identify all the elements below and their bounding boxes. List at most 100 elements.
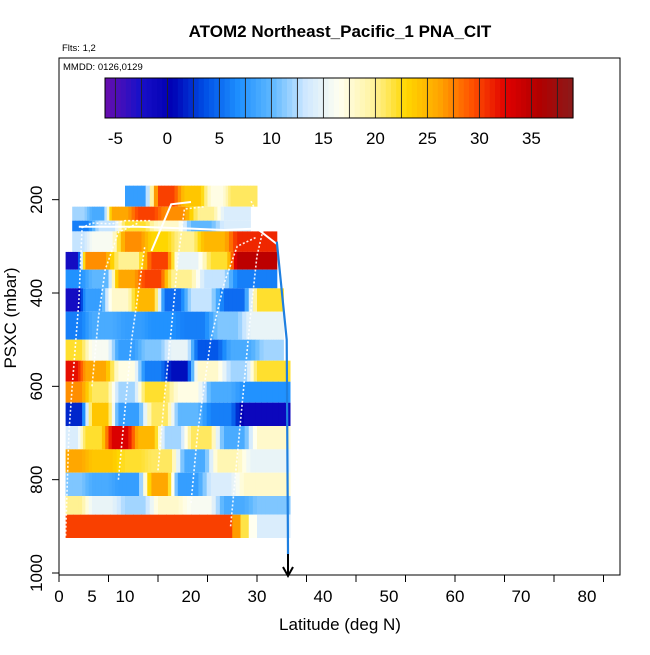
heatmap-cell: [167, 288, 172, 312]
heatmap-cell: [161, 339, 166, 361]
heatmap-cell: [181, 360, 185, 382]
heatmap-cell: [84, 231, 88, 252]
heatmap-cell: [171, 251, 175, 270]
heatmap-cell: [226, 339, 232, 361]
colorbar-swatch: [567, 78, 574, 118]
colorbar-swatch: [479, 78, 486, 118]
heatmap-cell: [73, 251, 76, 270]
colorbar-swatch: [198, 78, 205, 118]
heatmap-cell: [207, 288, 213, 312]
heatmap-cell: [174, 231, 179, 252]
heatmap-cell: [215, 496, 221, 515]
heatmap-cell: [210, 251, 215, 270]
heatmap-cell: [200, 449, 206, 473]
heatmap-cell: [194, 472, 199, 496]
colorbar-swatch: [370, 78, 376, 118]
heatmap-cell: [204, 206, 208, 221]
heatmap-cell: [72, 231, 76, 252]
heatmap-cell: [158, 206, 162, 221]
heatmap-cell: [207, 426, 213, 450]
heatmap-cell: [82, 402, 86, 426]
heatmap-cell: [178, 496, 184, 515]
heatmap-cell: [92, 496, 97, 515]
heatmap-cell: [82, 472, 86, 496]
y-tick-label: 200: [27, 185, 46, 213]
heatmap-cell: [265, 360, 270, 382]
heatmap-cell: [164, 426, 169, 450]
heatmap-cell: [78, 496, 83, 515]
heatmap-cell: [114, 251, 119, 270]
heatmap-cell: [73, 288, 76, 312]
heatmap-cell: [237, 185, 241, 207]
heatmap-cell: [209, 449, 214, 473]
heatmap-cell: [248, 496, 254, 515]
heatmap-cell: [89, 251, 95, 270]
heatmap-cell: [162, 496, 167, 515]
heatmap-cell: [224, 426, 229, 450]
heatmap-cell: [176, 311, 181, 340]
heatmap-cell: [128, 206, 133, 221]
heatmap-cell: [148, 426, 152, 450]
heatmap-cell: [82, 288, 86, 312]
heatmap-cell: [68, 360, 72, 382]
heatmap-cell: [75, 402, 80, 426]
heatmap-cell: [231, 402, 237, 426]
heatmap-cell: [235, 402, 241, 426]
heatmap-cell: [128, 339, 133, 361]
heatmap-cell: [131, 360, 136, 382]
heatmap-cell: [255, 381, 262, 403]
heatmap-cell: [82, 251, 86, 270]
heatmap-cell: [158, 514, 167, 538]
heatmap-cell: [108, 311, 114, 340]
heatmap-cell: [151, 288, 156, 312]
heatmap-cell: [261, 426, 266, 450]
heatmap-cell: [151, 360, 156, 382]
heatmap-cell: [161, 360, 166, 382]
heatmap-cell: [108, 381, 113, 403]
x-tick-label: 60: [446, 587, 465, 606]
heatmap-cell: [111, 402, 116, 426]
heatmap-cell: [148, 339, 152, 361]
heatmap-cell: [231, 381, 237, 403]
heatmap-cell: [65, 288, 69, 312]
heatmap-cell: [158, 220, 163, 232]
heatmap-cell: [75, 339, 80, 361]
heatmap-cell: [252, 426, 258, 450]
heatmap-cell: [270, 449, 276, 473]
heatmap-cell: [110, 251, 115, 270]
heatmap-cell: [85, 288, 90, 312]
heatmap-cell: [165, 381, 171, 403]
heatmap-cell: [253, 185, 258, 207]
heatmap-cell: [219, 288, 225, 312]
heatmap-cell: [155, 311, 161, 340]
heatmap-cell: [82, 426, 86, 450]
heatmap-cell: [65, 311, 70, 340]
heatmap-cell: [125, 185, 130, 207]
heatmap-cell: [144, 381, 150, 403]
heatmap-cell: [179, 269, 185, 289]
heatmap-cell: [102, 514, 111, 538]
heatmap-cell: [164, 231, 169, 252]
colorbar-swatch: [552, 78, 558, 118]
heatmap-cell: [209, 360, 215, 382]
heatmap-cell: [206, 472, 212, 496]
heatmap-cell: [120, 449, 126, 473]
heatmap-cell: [72, 269, 76, 289]
heatmap-cell: [72, 496, 76, 515]
heatmap-cell: [272, 402, 279, 426]
heatmap-cell: [144, 231, 149, 252]
colorbar-swatch: [219, 78, 226, 118]
heatmap-cell: [218, 339, 223, 361]
heatmap-cell: [200, 185, 205, 207]
heatmap-cell: [239, 381, 245, 403]
heatmap-cell: [98, 381, 103, 403]
heatmap-cell: [237, 220, 241, 232]
colorbar-swatch: [391, 78, 397, 118]
heatmap-cell: [120, 496, 126, 515]
flight-track-line: [91, 222, 139, 387]
heatmap-cell: [77, 426, 81, 450]
heatmap-cell: [214, 251, 218, 270]
heatmap-cell: [237, 231, 243, 252]
colorbar-swatch: [172, 78, 179, 118]
heatmap-cell: [181, 251, 187, 270]
